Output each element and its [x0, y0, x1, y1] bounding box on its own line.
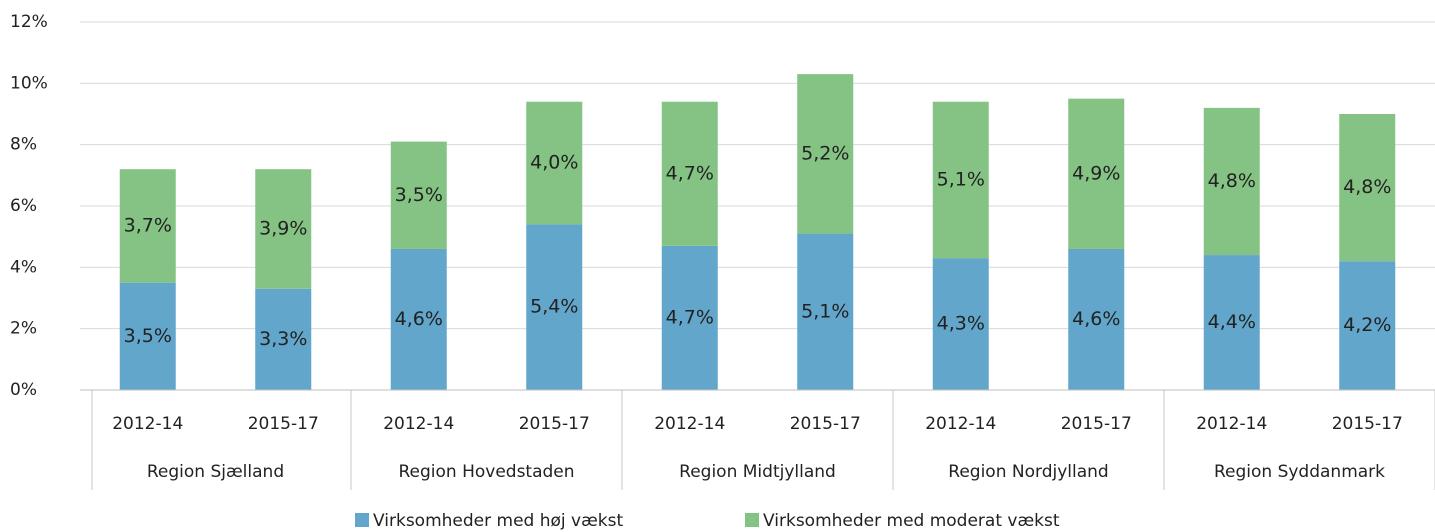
bar-segment	[1068, 98, 1125, 249]
bar-segment	[119, 282, 176, 390]
x-tick-label: 2012-14	[383, 414, 454, 434]
data-label: 5,1%	[937, 168, 985, 190]
y-tick-label: 4%	[10, 257, 37, 277]
bar-segment	[1203, 255, 1260, 390]
bar-segment	[797, 233, 854, 390]
data-label: 3,9%	[259, 218, 307, 240]
data-label: 4,2%	[1343, 314, 1391, 336]
data-label: 5,1%	[801, 300, 849, 322]
group-label: Region Midtjylland	[679, 462, 836, 482]
bar-segment	[1068, 248, 1125, 390]
data-label: 4,8%	[1343, 176, 1391, 198]
group-label: Region Nordjylland	[948, 462, 1108, 482]
legend-label: Virksomheder med moderat vækst	[763, 511, 1060, 531]
group-label: Region Sjælland	[147, 462, 284, 482]
data-label: 4,7%	[666, 162, 714, 184]
x-tick-label: 2012-14	[1196, 414, 1267, 434]
bar-segment	[797, 74, 854, 234]
data-label: 3,3%	[259, 328, 307, 350]
bar-segment	[1203, 107, 1260, 256]
x-tick-label: 2015-17	[1332, 414, 1403, 434]
bar-segment	[661, 245, 718, 390]
bar-segment	[932, 101, 989, 259]
data-label: 4,9%	[1072, 162, 1120, 184]
data-label: 4,0%	[530, 152, 578, 174]
legend-swatch	[355, 513, 369, 527]
y-tick-label: 6%	[10, 196, 37, 216]
legend-label: Virksomheder med høj vækst	[373, 511, 623, 531]
bar-segment	[255, 288, 312, 390]
data-label: 4,8%	[1208, 170, 1256, 192]
bar-segment	[1339, 114, 1396, 262]
bar-segment	[255, 169, 312, 289]
bar-segment	[526, 224, 583, 390]
data-label: 3,5%	[395, 184, 443, 206]
bar-segment	[661, 101, 718, 246]
y-tick-label: 12%	[10, 12, 48, 32]
data-label: 4,6%	[395, 308, 443, 330]
data-label: 4,7%	[666, 306, 714, 328]
x-tick-label: 2015-17	[519, 414, 590, 434]
data-label: 3,7%	[124, 214, 172, 236]
bar-segment	[390, 248, 447, 390]
y-tick-label: 10%	[10, 73, 48, 93]
x-tick-label: 2012-14	[925, 414, 996, 434]
x-tick-label: 2015-17	[1061, 414, 1132, 434]
y-tick-label: 8%	[10, 135, 37, 155]
y-tick-label: 0%	[10, 380, 37, 400]
bar-segment	[932, 258, 989, 390]
data-label: 3,5%	[124, 325, 172, 347]
data-label: 4,6%	[1072, 308, 1120, 330]
x-tick-label: 2012-14	[654, 414, 725, 434]
group-label: Region Syddanmark	[1214, 462, 1385, 482]
data-label: 5,2%	[801, 142, 849, 164]
bar-segment	[1339, 261, 1396, 390]
data-label: 4,3%	[937, 313, 985, 335]
data-label: 4,4%	[1208, 311, 1256, 333]
data-label: 5,4%	[530, 296, 578, 318]
x-tick-label: 2015-17	[790, 414, 861, 434]
bar-segment	[119, 169, 176, 283]
bar-segment	[526, 101, 583, 225]
y-tick-label: 2%	[10, 319, 37, 339]
x-tick-label: 2012-14	[112, 414, 183, 434]
x-tick-label: 2015-17	[248, 414, 319, 434]
group-label: Region Hovedstaden	[398, 462, 574, 482]
legend-swatch	[745, 513, 759, 527]
bar-segment	[390, 141, 447, 249]
